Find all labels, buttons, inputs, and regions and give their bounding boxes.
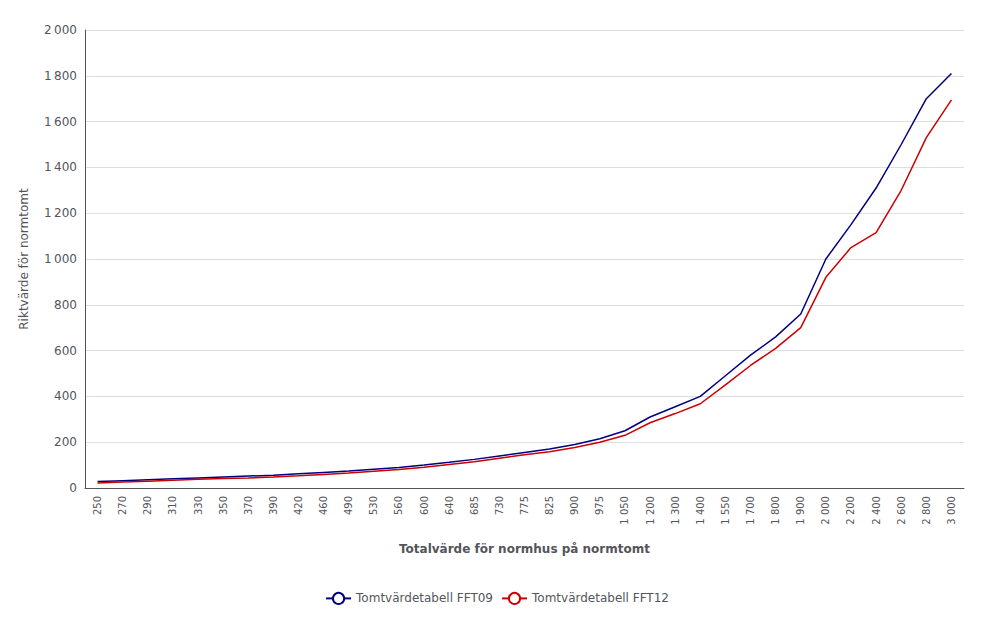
svg-text:685: 685	[469, 496, 480, 515]
svg-text:1 800: 1 800	[44, 69, 77, 83]
svg-text:420: 420	[293, 496, 304, 515]
svg-text:1 800: 1 800	[770, 496, 781, 525]
svg-text:530: 530	[368, 496, 379, 515]
svg-text:2 800: 2 800	[921, 496, 932, 525]
svg-text:775: 775	[519, 496, 530, 515]
svg-text:1 300: 1 300	[670, 496, 681, 525]
svg-text:1 900: 1 900	[795, 496, 806, 525]
svg-text:200: 200	[54, 435, 77, 449]
svg-text:1 400: 1 400	[695, 496, 706, 525]
svg-text:290: 290	[142, 496, 153, 515]
svg-text:1 550: 1 550	[720, 496, 731, 525]
svg-text:2 000: 2 000	[44, 23, 77, 37]
svg-text:Totalvärde för normhus på norm: Totalvärde för normhus på normtomt	[399, 542, 650, 556]
svg-text:0: 0	[69, 481, 77, 495]
svg-text:1 600: 1 600	[44, 115, 77, 129]
svg-text:370: 370	[243, 496, 254, 515]
svg-text:2 600: 2 600	[896, 496, 907, 525]
svg-text:825: 825	[544, 496, 555, 515]
svg-text:350: 350	[218, 496, 229, 515]
svg-text:1 400: 1 400	[44, 160, 77, 174]
svg-text:560: 560	[393, 496, 404, 515]
svg-text:250: 250	[92, 496, 103, 515]
svg-text:1 200: 1 200	[44, 206, 77, 220]
svg-text:975: 975	[594, 496, 605, 515]
svg-text:Tomtvärdetabell FFT09: Tomtvärdetabell FFT09	[355, 591, 493, 605]
svg-text:Tomtvärdetabell FFT12: Tomtvärdetabell FFT12	[531, 591, 669, 605]
svg-text:600: 600	[54, 344, 77, 358]
svg-text:1 700: 1 700	[745, 496, 756, 525]
svg-text:2 200: 2 200	[845, 496, 856, 525]
svg-text:1 200: 1 200	[645, 496, 656, 525]
svg-text:270: 270	[117, 496, 128, 515]
svg-text:1 000: 1 000	[44, 252, 77, 266]
svg-text:330: 330	[193, 496, 204, 515]
svg-text:390: 390	[268, 496, 279, 515]
svg-text:2 400: 2 400	[871, 496, 882, 525]
svg-text:1 050: 1 050	[619, 496, 630, 525]
svg-text:730: 730	[494, 496, 505, 515]
svg-text:640: 640	[444, 496, 455, 515]
svg-text:2 000: 2 000	[820, 496, 831, 525]
svg-text:3 000: 3 000	[946, 496, 957, 525]
svg-text:490: 490	[343, 496, 354, 515]
svg-text:Riktvärde för normtomt: Riktvärde för normtomt	[17, 188, 31, 330]
svg-text:600: 600	[419, 496, 430, 515]
svg-text:310: 310	[167, 496, 178, 515]
svg-text:460: 460	[318, 496, 329, 515]
svg-text:900: 900	[569, 496, 580, 515]
svg-text:800: 800	[54, 298, 77, 312]
svg-text:400: 400	[54, 389, 77, 403]
